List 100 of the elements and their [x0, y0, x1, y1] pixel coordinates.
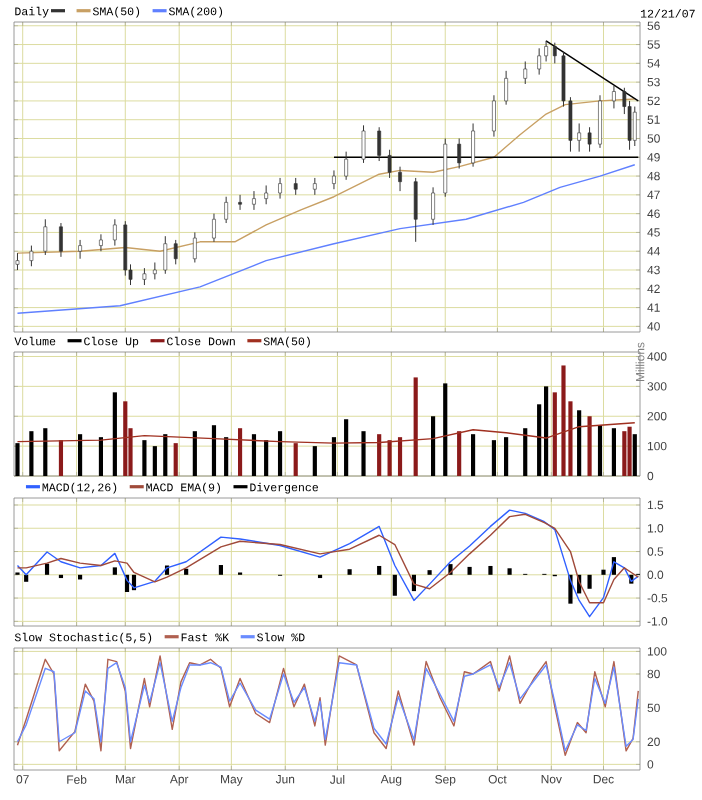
bar — [58, 440, 64, 477]
bar — [491, 440, 497, 477]
candlestick — [552, 42, 557, 64]
bar — [611, 428, 617, 477]
candlestick — [238, 194, 242, 211]
bar — [627, 426, 632, 477]
candlestick — [344, 151, 348, 181]
bar — [184, 568, 189, 575]
bar — [544, 386, 549, 477]
bar — [123, 401, 128, 477]
bar — [361, 431, 366, 477]
candlestick — [252, 190, 256, 211]
candlestick — [577, 122, 581, 153]
bar — [392, 574, 397, 596]
bar — [470, 434, 476, 477]
candlestick — [99, 233, 103, 252]
candlestick — [264, 184, 268, 205]
bar — [344, 419, 349, 477]
bar — [251, 434, 257, 477]
candlestick — [361, 124, 366, 164]
bar — [377, 565, 382, 575]
bar — [43, 428, 48, 477]
bar — [552, 392, 557, 477]
bar — [218, 565, 224, 575]
bar — [622, 431, 627, 477]
bar — [457, 431, 462, 477]
bar — [44, 563, 50, 575]
candlestick — [413, 177, 418, 243]
candlestick — [152, 261, 157, 280]
candlestick — [431, 186, 435, 226]
bar — [224, 437, 229, 477]
bar — [77, 434, 83, 477]
candlestick — [212, 213, 216, 243]
candlestick — [59, 222, 63, 258]
bar — [152, 446, 157, 477]
candlestick — [78, 239, 82, 260]
candlestick — [332, 169, 336, 190]
candlestick — [523, 60, 528, 85]
line-series — [16, 509, 639, 618]
bar — [293, 443, 298, 477]
candlestick — [457, 137, 462, 170]
bar — [347, 569, 352, 575]
bar — [377, 434, 382, 477]
bar — [142, 440, 147, 477]
candlestick — [398, 166, 402, 192]
bar — [577, 410, 582, 477]
candlestick — [632, 106, 637, 147]
candlestick — [612, 85, 616, 109]
candlestick — [544, 40, 548, 62]
line-series — [16, 422, 636, 444]
candlestick — [43, 218, 48, 256]
candlestick — [112, 218, 117, 247]
bar — [587, 416, 592, 477]
bar — [413, 377, 418, 477]
candlestick — [587, 126, 592, 153]
candlestick — [492, 94, 496, 138]
candlestick — [471, 122, 475, 168]
candlestick — [163, 235, 168, 275]
bar — [601, 569, 606, 575]
bar — [237, 428, 243, 477]
bar — [112, 392, 117, 477]
bar — [443, 383, 448, 477]
candlestick — [192, 231, 197, 263]
candlestick — [173, 239, 178, 265]
bar — [523, 428, 528, 477]
candlestick — [123, 220, 128, 277]
bar — [312, 446, 317, 477]
bar — [163, 434, 168, 477]
bar — [112, 567, 117, 575]
candlestick — [377, 126, 382, 162]
bar — [173, 443, 178, 477]
candlestick — [504, 70, 508, 106]
bar — [15, 443, 20, 477]
bar — [331, 437, 337, 477]
bar — [29, 431, 34, 477]
line-series — [16, 164, 636, 314]
bar — [504, 437, 509, 477]
bar — [387, 440, 392, 477]
bar — [507, 568, 512, 575]
bar — [98, 437, 104, 477]
candlestick — [29, 245, 34, 267]
bar — [192, 431, 197, 477]
candlestick — [224, 196, 229, 224]
bar — [632, 434, 637, 477]
bar — [597, 425, 603, 477]
candlestick — [598, 94, 602, 149]
bar — [488, 565, 493, 575]
bar — [211, 425, 217, 477]
line-series — [16, 513, 639, 604]
bar — [397, 437, 403, 477]
bar — [430, 416, 436, 477]
bar — [24, 574, 29, 582]
bar — [561, 365, 566, 477]
candlestick — [387, 149, 392, 179]
candlestick — [537, 47, 542, 76]
bar — [277, 431, 283, 477]
candlestick — [278, 177, 282, 200]
bar — [587, 574, 592, 589]
bar — [467, 566, 472, 575]
bar — [264, 440, 269, 477]
